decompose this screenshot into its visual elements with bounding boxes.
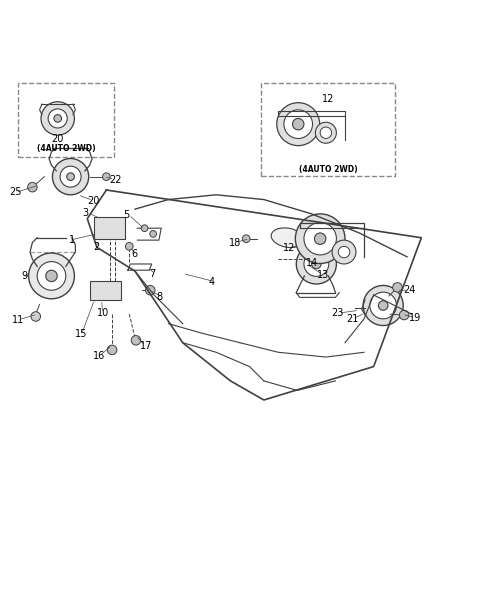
Circle shape <box>315 122 336 143</box>
Circle shape <box>54 114 61 122</box>
Text: 3: 3 <box>83 208 89 218</box>
Circle shape <box>242 235 250 242</box>
Text: 12: 12 <box>283 243 295 253</box>
Circle shape <box>108 345 117 355</box>
Circle shape <box>399 310 409 320</box>
Text: 24: 24 <box>403 285 416 295</box>
Circle shape <box>37 261 66 290</box>
Circle shape <box>292 119 304 130</box>
Circle shape <box>60 166 81 187</box>
Text: 1: 1 <box>69 235 75 245</box>
Text: 14: 14 <box>306 258 318 267</box>
Text: 16: 16 <box>93 350 106 360</box>
Circle shape <box>46 270 57 281</box>
Circle shape <box>145 286 155 295</box>
Text: 25: 25 <box>9 188 22 198</box>
Circle shape <box>125 242 133 250</box>
Text: 8: 8 <box>156 293 163 303</box>
Circle shape <box>28 182 37 192</box>
Circle shape <box>103 173 110 181</box>
Text: 2: 2 <box>93 242 99 253</box>
Text: 17: 17 <box>140 341 152 351</box>
FancyBboxPatch shape <box>18 83 114 156</box>
Ellipse shape <box>271 228 304 248</box>
Text: (4AUTO 2WD): (4AUTO 2WD) <box>36 143 95 153</box>
Circle shape <box>29 253 74 299</box>
Circle shape <box>131 336 141 345</box>
Circle shape <box>67 173 74 181</box>
Circle shape <box>97 226 104 232</box>
Circle shape <box>378 301 388 310</box>
Circle shape <box>338 246 350 258</box>
Circle shape <box>52 159 89 195</box>
Text: 7: 7 <box>149 268 156 278</box>
Circle shape <box>284 110 312 139</box>
Text: 12: 12 <box>322 94 335 104</box>
Circle shape <box>48 109 67 128</box>
Text: 22: 22 <box>109 175 121 185</box>
Circle shape <box>295 214 345 264</box>
Circle shape <box>150 231 156 237</box>
Text: 5: 5 <box>123 210 129 220</box>
FancyBboxPatch shape <box>262 83 395 176</box>
Circle shape <box>304 222 336 255</box>
Circle shape <box>41 101 74 135</box>
Circle shape <box>370 292 396 319</box>
Text: 6: 6 <box>131 250 137 260</box>
Text: 4: 4 <box>209 277 215 287</box>
Circle shape <box>312 259 321 269</box>
Bar <box>95 217 125 239</box>
Circle shape <box>320 127 332 139</box>
Text: 20: 20 <box>51 135 64 145</box>
Text: 15: 15 <box>75 329 87 339</box>
Bar <box>90 281 120 300</box>
Circle shape <box>363 286 403 326</box>
Circle shape <box>393 283 402 292</box>
Circle shape <box>314 233 326 244</box>
Circle shape <box>332 240 356 264</box>
Text: 23: 23 <box>332 308 344 318</box>
Text: 19: 19 <box>409 313 421 323</box>
Text: 20: 20 <box>87 195 100 205</box>
Circle shape <box>91 294 98 301</box>
Text: 13: 13 <box>317 270 330 280</box>
Circle shape <box>141 225 148 231</box>
Text: 11: 11 <box>12 315 24 325</box>
Text: 10: 10 <box>97 308 109 318</box>
Circle shape <box>304 251 329 276</box>
Text: 21: 21 <box>346 314 359 324</box>
Text: 9: 9 <box>22 271 28 281</box>
Circle shape <box>31 312 40 321</box>
Circle shape <box>296 244 336 284</box>
Text: (4AUTO 2WD): (4AUTO 2WD) <box>299 165 358 175</box>
Text: 18: 18 <box>228 238 241 248</box>
Circle shape <box>277 103 320 146</box>
